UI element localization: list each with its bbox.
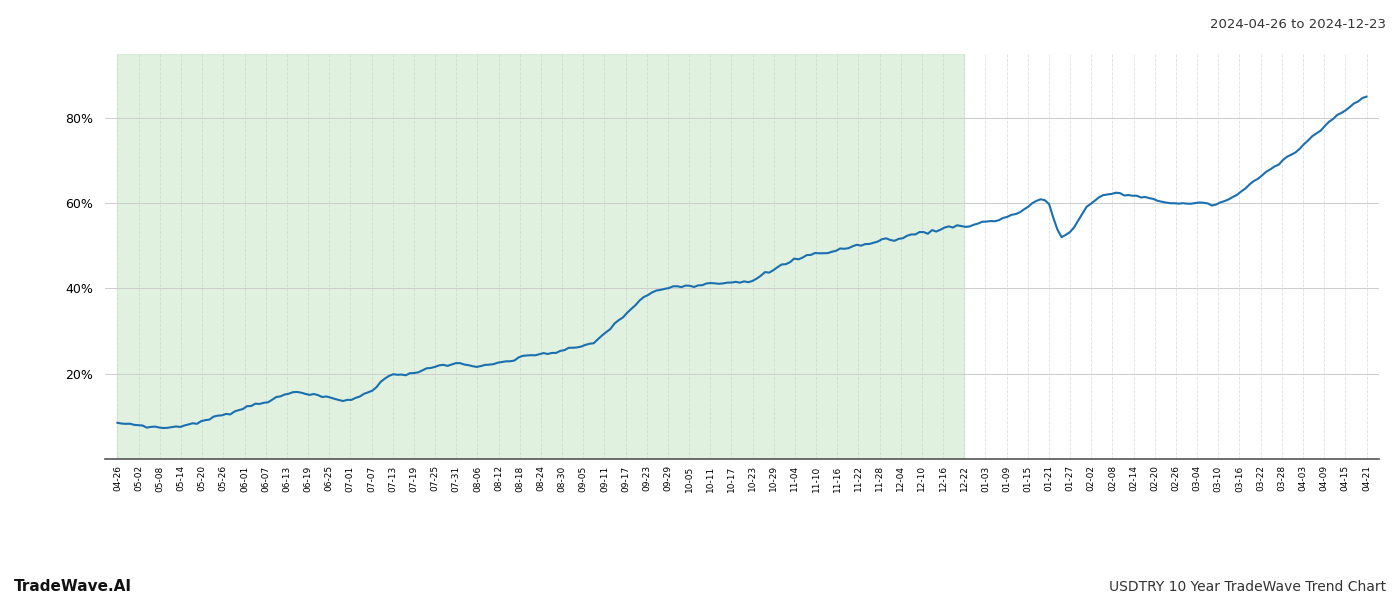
Text: USDTRY 10 Year TradeWave Trend Chart: USDTRY 10 Year TradeWave Trend Chart: [1109, 580, 1386, 594]
Text: 2024-04-26 to 2024-12-23: 2024-04-26 to 2024-12-23: [1210, 18, 1386, 31]
Text: TradeWave.AI: TradeWave.AI: [14, 579, 132, 594]
Bar: [118, 54, 965, 459]
